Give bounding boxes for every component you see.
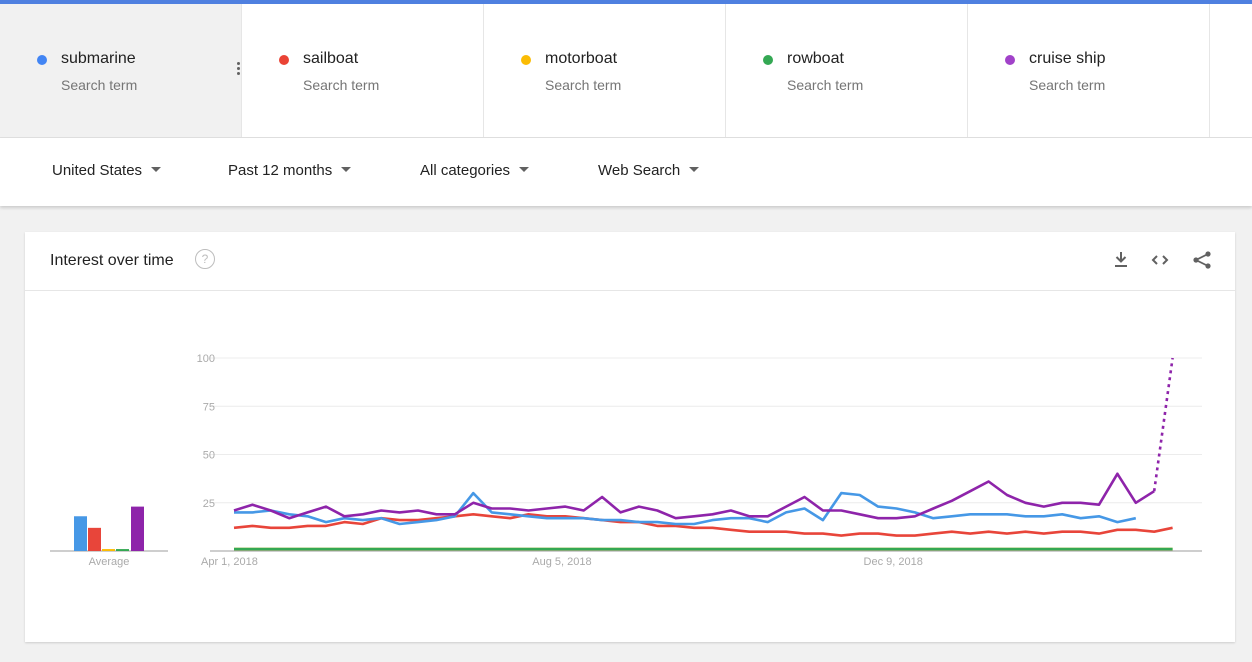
average-bar-sailboat: [88, 527, 101, 551]
series-color-dot: [37, 55, 47, 65]
term-name: submarine: [61, 50, 136, 67]
interest-over-time-card: Interest over time ? 25 50 75 100 Apr 1, 201…: [25, 232, 1235, 642]
y-tick-label: 25: [203, 498, 215, 510]
series-color-dot: [763, 55, 773, 65]
term-type: Search term: [1029, 77, 1106, 93]
y-tick-label: 100: [197, 353, 215, 365]
time-range-dropdown[interactable]: Past 12 months: [228, 162, 352, 179]
filters-bar: United States Past 12 months All categor…: [0, 138, 1252, 206]
term-card-cruise-ship[interactable]: cruise ship Search term: [968, 4, 1210, 137]
more-vert-icon[interactable]: [230, 60, 246, 82]
average-bar-motorboat: [102, 549, 115, 551]
term-type: Search term: [303, 77, 380, 93]
term-type: Search term: [787, 77, 864, 93]
series-line-cruise-ship: [233, 472, 1155, 520]
term-type: Search term: [61, 77, 138, 93]
series-color-dot: [521, 55, 531, 65]
search-type-label: Web Search: [598, 162, 681, 179]
top-accent-bar: [0, 0, 1252, 4]
term-type: Search term: [545, 77, 622, 93]
region-dropdown[interactable]: United States: [52, 162, 162, 179]
average-bar-cruise-ship: [131, 506, 144, 551]
dropdown-caret-icon: [519, 166, 530, 172]
category-label: All categories: [420, 162, 511, 179]
average-label: Average: [89, 556, 130, 568]
term-name: motorboat: [545, 50, 618, 67]
series-color-dot: [279, 55, 289, 65]
dropdown-caret-icon: [689, 166, 700, 172]
series-line-submarine: [234, 491, 1137, 526]
dropdown-caret-icon: [151, 166, 162, 172]
card-header: Interest over time ?: [25, 232, 1235, 291]
share-icon[interactable]: [1190, 248, 1214, 272]
y-tick-label: 75: [203, 401, 215, 413]
search-terms-bar: submarine Search term sailboat Search te…: [0, 4, 1252, 138]
term-name: cruise ship: [1029, 50, 1106, 67]
search-type-dropdown[interactable]: Web Search: [598, 162, 700, 179]
series-line-partial-cruise-ship: [1152, 357, 1174, 492]
average-bar-rowboat: [116, 549, 129, 551]
download-icon[interactable]: [1109, 248, 1133, 272]
interest-over-time-chart: 25 50 75 100 Apr 1, 2018 Aug 5, 2018 Dec 9, 20…: [50, 353, 1202, 568]
category-dropdown[interactable]: All categories: [420, 162, 530, 179]
term-card-submarine[interactable]: submarine Search term: [0, 4, 242, 137]
series-color-dot: [1005, 55, 1015, 65]
term-name: rowboat: [787, 50, 844, 67]
y-tick-label: 50: [203, 450, 215, 462]
card-title: Interest over time: [50, 252, 174, 269]
help-circle-icon[interactable]: ?: [195, 249, 215, 269]
x-tick-label: Aug 5, 2018: [532, 556, 591, 568]
x-tick-label: Apr 1, 2018: [201, 556, 258, 568]
embed-icon[interactable]: [1148, 248, 1172, 272]
term-card-sailboat[interactable]: sailboat Search term: [242, 4, 484, 137]
region-label: United States: [52, 162, 143, 179]
term-card-motorboat[interactable]: motorboat Search term: [484, 4, 726, 137]
term-name: sailboat: [303, 50, 359, 67]
average-bar-submarine: [74, 516, 87, 551]
time-range-label: Past 12 months: [228, 162, 333, 179]
dropdown-caret-icon: [341, 166, 352, 172]
x-tick-label: Dec 9, 2018: [864, 556, 923, 568]
series-line-sailboat: [233, 512, 1173, 537]
term-card-rowboat[interactable]: rowboat Search term: [726, 4, 968, 137]
